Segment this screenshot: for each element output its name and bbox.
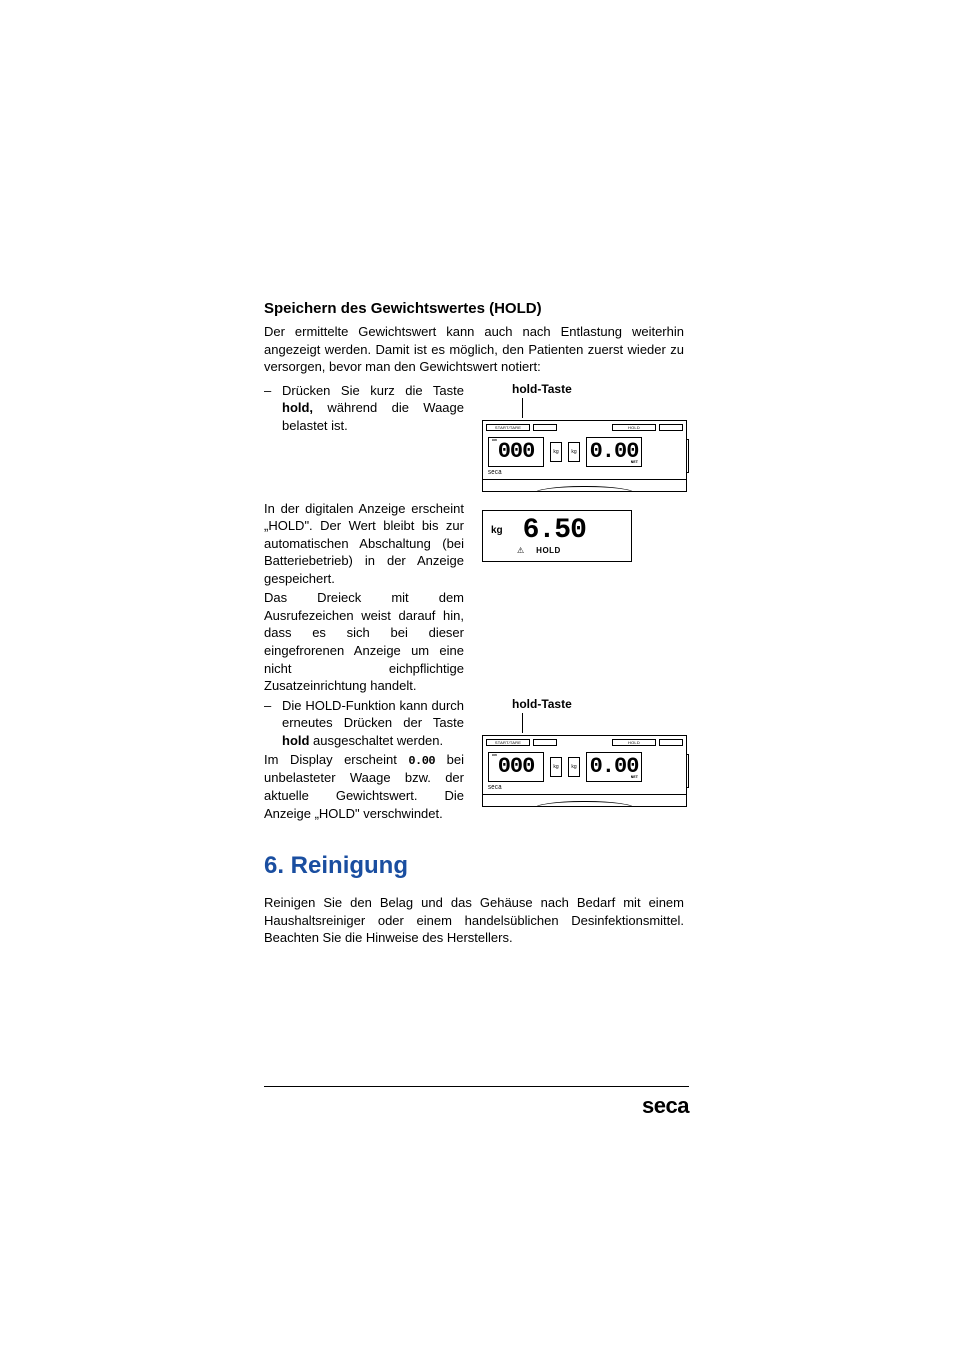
para-4: Im Display erscheint 0.00 bei unbelastet… [264,751,464,822]
device-lcd-left: cm 000 [488,437,544,467]
hold-value: 6.50 [523,515,586,546]
bullet-dash-2: – [264,697,282,750]
chapter-body: Reinigen Sie den Belag und das Gehäuse n… [264,894,684,947]
device-btn-2 [533,424,557,431]
pointer-line-1 [522,398,523,418]
bullet-1: – Drücken Sie kurz die Taste hold, währe… [264,382,464,435]
device-edge [686,439,689,473]
row-bullet1: – Drücken Sie kurz die Taste hold, währe… [264,382,684,492]
fig-label-1: hold-Taste [512,382,692,396]
device-figure-2: START/TARE HOLD cm 000 kg kg 0.00 NET se… [482,735,687,795]
para-3: Das Dreieck mit dem Ausrufezeichen weist… [264,589,464,694]
device2-lcd-right: 0.00 NET [586,752,642,782]
section-title: Speichern des Gewichtswertes (HOLD) [264,300,684,317]
bullet2-bold: hold [282,733,309,748]
device2-btn-start: START/TARE [486,739,530,746]
device2-btn-2 [533,739,557,746]
device-btn-4 [659,424,683,431]
lcd2-left-value: 000 [498,754,535,779]
warning-triangle-icon: ⚠ [517,546,524,555]
row-para2: In der digitalen Anzeige erscheint „HOLD… [264,500,684,588]
bullet-dash: – [264,382,282,435]
fig-label-2: hold-Taste [512,697,692,711]
unit-box-l: kg [550,442,562,462]
chapter-6: 6. Reinigung Reinigen Sie den Belag und … [264,852,684,947]
hold-kg-label: kg [491,525,503,536]
device2-edge [686,754,689,788]
device-base-2 [482,795,687,807]
device-figure-1: START/TARE HOLD cm 000 kg kg 0.00 NET se… [482,420,687,480]
bullet-2: – Die HOLD-Funktion kann durch erneutes … [264,697,464,750]
footer-rule [264,1086,689,1087]
bullet1-pre: Drücken Sie kurz die Taste [282,383,464,398]
chapter-title: 6. Reinigung [264,852,684,880]
lcd-left-unit: cm [492,439,497,443]
unit2-box-l: kg [550,757,562,777]
para4-pre: Im Display erscheint [264,752,408,767]
hold-display-panel: kg 6.50 ⚠ HOLD [482,510,632,562]
bullet2-post: ausgeschaltet werden. [309,733,443,748]
lcd2-left-unit: cm [492,754,497,758]
device-brand: seca [486,468,683,480]
row-bullet2: – Die HOLD-Funktion kann durch erneutes … [264,697,684,822]
unit-box-r: kg [568,442,580,462]
footer-logo: seca [642,1093,689,1119]
lcd-right-net: NET [631,461,638,465]
device2-lcd-left: cm 000 [488,752,544,782]
bullet1-bold: hold, [282,400,313,415]
device-lcd-right: 0.00 NET [586,437,642,467]
bullet2-pre: Die HOLD-Funktion kann durch erneutes Dr… [282,698,464,731]
device2-brand: seca [486,783,683,795]
lcd-left-value: 000 [498,439,535,464]
para4-zero: 0.00 [408,754,435,768]
pointer-line-2 [522,713,523,733]
device-btn-hold: HOLD [612,424,656,431]
para-2: In der digitalen Anzeige erscheint „HOLD… [264,500,464,588]
device2-btn-hold: HOLD [612,739,656,746]
device-base-1 [482,480,687,492]
intro-paragraph: Der ermittelte Gewichtswert kann auch na… [264,323,684,376]
hold-word: HOLD [536,546,561,555]
lcd2-right-net: NET [631,776,638,780]
device-btn-start: START/TARE [486,424,530,431]
unit2-box-r: kg [568,757,580,777]
device2-btn-4 [659,739,683,746]
